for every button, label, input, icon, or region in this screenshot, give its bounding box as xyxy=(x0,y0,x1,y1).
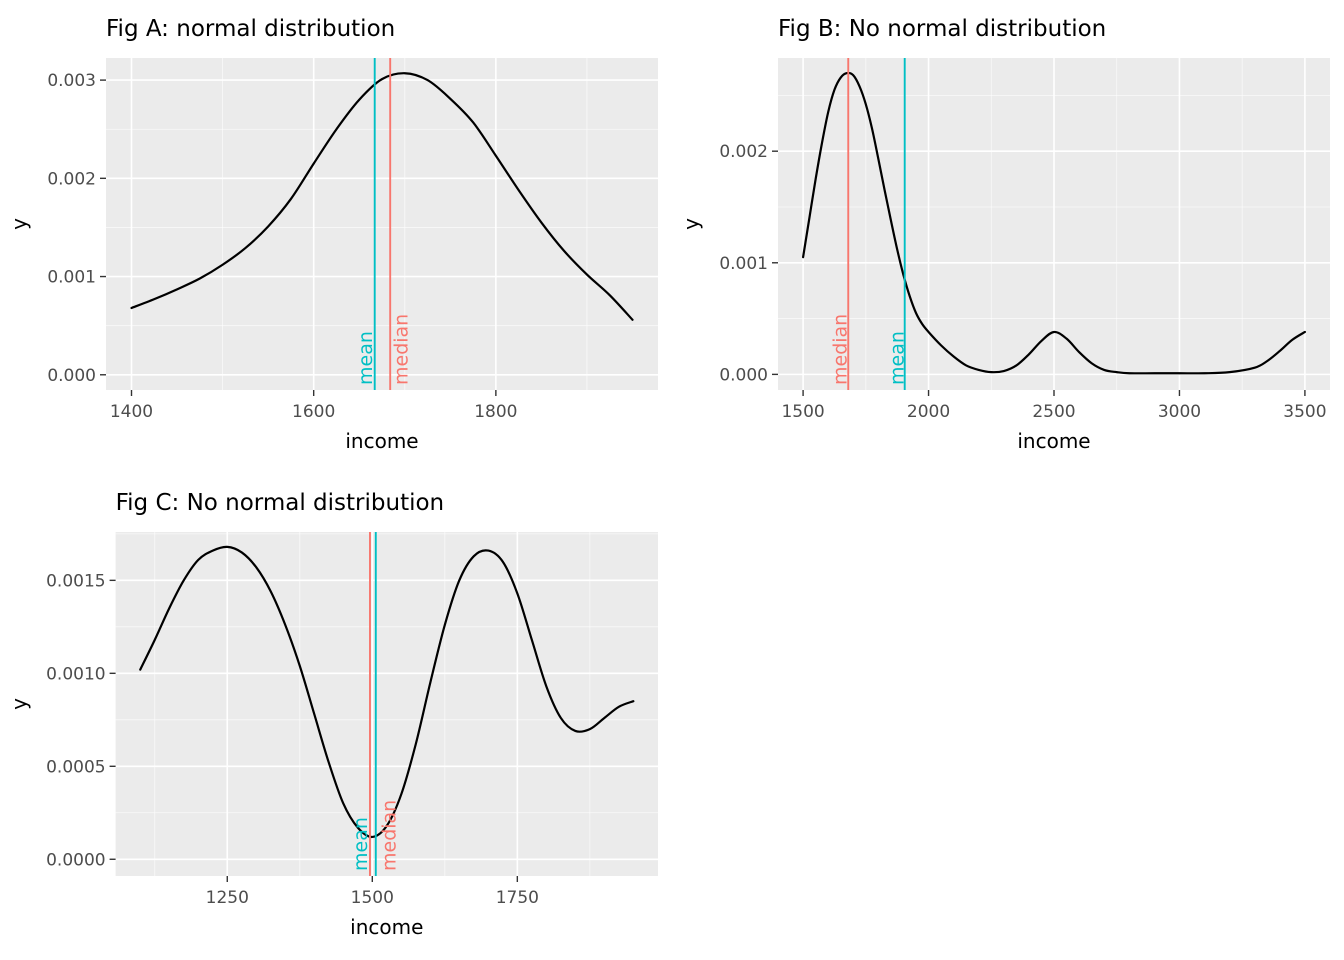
x-tick-label: 1600 xyxy=(292,402,335,422)
x-tick-label: 3000 xyxy=(1158,402,1201,422)
y-tick-label: 0.0005 xyxy=(46,757,105,777)
y-axis-title: y xyxy=(679,218,703,230)
y-tick-label: 0.001 xyxy=(47,268,96,288)
y-tick-label: 0.001 xyxy=(719,254,768,274)
plot-panel xyxy=(115,532,659,876)
x-tick-label: 1500 xyxy=(781,402,824,422)
plot-panel xyxy=(106,58,658,390)
x-axis-title: income xyxy=(1017,429,1090,453)
y-tick-label: 0.000 xyxy=(47,366,96,386)
plot-title: Fig C: No normal distribution xyxy=(116,490,445,516)
x-tick-label: 2000 xyxy=(907,402,950,422)
mean-label: mean xyxy=(350,817,372,871)
median-label: median xyxy=(379,800,401,871)
chart-fig-a: mean median 1400 1600 1800 0.000 0.001 0.002 0.0… xyxy=(0,0,672,474)
y-tick-label: 0.0010 xyxy=(46,664,105,684)
fig_c-svg: median mean 1250 1500 1750 0.0000 0.0005 0.0010… xyxy=(7,490,659,939)
x-tick-label: 2500 xyxy=(1032,402,1075,422)
median-label: median xyxy=(830,314,852,385)
mean-label: mean xyxy=(355,331,377,385)
empty-cell xyxy=(672,474,1344,960)
y-tick-label: 0.002 xyxy=(47,169,96,189)
chart-fig-c: median mean 1250 1500 1750 0.0000 0.0005 0.0010… xyxy=(0,474,672,960)
x-axis-title: income xyxy=(345,429,418,453)
chart-fig-b: median mean 1500 2000 2500 3000 3500 0.000 0.001… xyxy=(672,0,1344,474)
y-tick-label: 0.003 xyxy=(47,71,96,91)
plot-title: Fig B: No normal distribution xyxy=(778,16,1106,42)
x-tick-label: 1400 xyxy=(110,402,153,422)
y-axis-title: y xyxy=(7,218,31,230)
y-tick-label: 0.000 xyxy=(719,365,768,385)
density-curve xyxy=(130,72,634,321)
fig_a-svg: mean median 1400 1600 1800 0.000 0.001 0.002 0.0… xyxy=(7,16,658,453)
y-axis-title: y xyxy=(7,698,31,710)
mean-label: mean xyxy=(886,331,908,385)
y-tick-label: 0.0000 xyxy=(46,850,105,870)
y-tick-label: 0.0015 xyxy=(46,571,105,591)
x-tick-label: 1750 xyxy=(496,888,539,908)
density-curve xyxy=(139,545,635,839)
x-tick-label: 1500 xyxy=(351,888,394,908)
x-tick-label: 1800 xyxy=(474,402,517,422)
x-tick-label: 1250 xyxy=(206,888,249,908)
y-tick-label: 0.002 xyxy=(719,142,768,162)
plot-title: Fig A: normal distribution xyxy=(106,16,395,42)
x-tick-label: 3500 xyxy=(1283,402,1326,422)
median-label: median xyxy=(391,314,413,385)
density-curve xyxy=(801,71,1307,375)
x-axis-title: income xyxy=(350,915,423,939)
fig_b-svg: median mean 1500 2000 2500 3000 3500 0.000 0.001… xyxy=(679,16,1330,453)
